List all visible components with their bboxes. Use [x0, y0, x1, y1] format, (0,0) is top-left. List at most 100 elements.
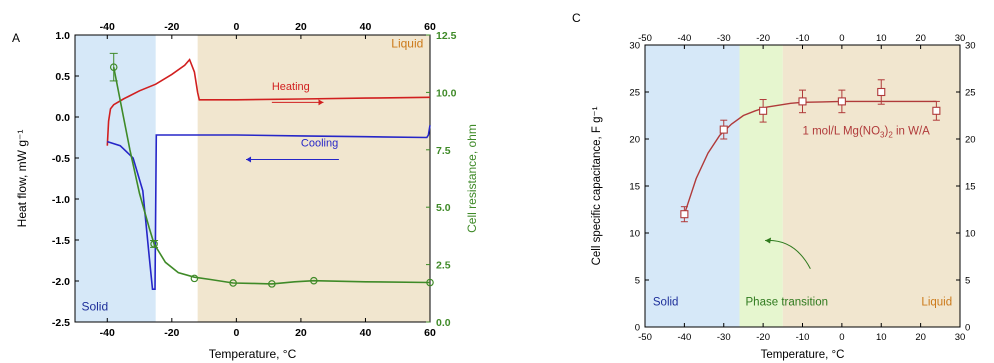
resistance-point — [229, 279, 237, 287]
y2-tick-label: 12.5 — [436, 30, 457, 42]
y-tick-label: -2.0 — [52, 276, 70, 288]
region-solid-band — [645, 45, 740, 327]
x-tick-label: -20 — [164, 327, 179, 339]
y2-axis-label: Cell resistance, ohm — [465, 124, 479, 233]
x-tick-label: 10 — [876, 332, 887, 343]
resistance-point — [310, 276, 318, 285]
capacitance-point — [837, 97, 846, 106]
y2-tick-label: 0.0 — [436, 317, 451, 329]
capacitance-point — [680, 210, 689, 219]
y-tick-label: -0.5 — [52, 153, 70, 165]
plot-frame — [74, 34, 431, 323]
x-top-tick-label: -50 — [638, 33, 652, 44]
resistance-point — [190, 274, 199, 283]
electrolyte-annotation: 1 mol/L Mg(NO3)2 in W/A — [803, 125, 931, 139]
x-top-tick-label: -10 — [796, 33, 810, 44]
x-tick-label: 20 — [915, 332, 926, 343]
region-liquid-band — [197, 35, 430, 322]
solid-label: Solid — [81, 300, 108, 314]
x-tick-label: 30 — [955, 332, 966, 343]
x-tick-label: 0 — [839, 332, 844, 343]
y-right-tick-label: 0 — [965, 323, 970, 334]
x-tick-label: -50 — [638, 332, 652, 343]
heating-annotation: Heating — [272, 81, 310, 93]
x-tick-label: -10 — [796, 332, 810, 343]
y-tick-label: 0 — [635, 323, 640, 334]
electrolyte-subscript-1: 3 — [880, 130, 885, 139]
x-top-tick-label: -20 — [756, 33, 770, 44]
y2-tick-label: 7.5 — [436, 145, 451, 157]
x-top-tick-label: 20 — [915, 33, 926, 44]
electrolyte-text-tail: in W/A — [893, 125, 930, 137]
cooling-annotation: Cooling — [301, 138, 338, 150]
x-tick-label: -30 — [717, 332, 731, 343]
series-heating-line — [106, 58, 431, 146]
y-right-tick-label: 20 — [965, 135, 976, 146]
panel-c: -50-50-40-40-30-30-20-20-10-100010102020… — [572, 11, 976, 361]
region-liquid-band — [782, 45, 960, 327]
y-tick-label: 0.0 — [55, 112, 70, 124]
y-tick-label: 0.5 — [55, 71, 70, 83]
x-top-tick-label: 0 — [839, 33, 844, 44]
y-tick-label: 15 — [629, 182, 640, 193]
y-tick-label: 10 — [629, 229, 640, 240]
resistance-point — [150, 240, 158, 248]
y-tick-label: 20 — [629, 135, 640, 146]
x-top-tick-label: 10 — [876, 33, 887, 44]
resistance-point — [426, 278, 434, 287]
x-tick-label: 20 — [295, 327, 307, 339]
x-tick-label: -20 — [756, 332, 770, 343]
cooling-arrow-head — [246, 156, 252, 163]
y-tick-label: 1.0 — [55, 30, 70, 42]
electrolyte-subscript-2: 2 — [888, 130, 893, 139]
y2-tick-label: 5.0 — [436, 202, 451, 214]
x-axis-label: Temperature, °C — [209, 347, 297, 361]
series-resistance-line — [112, 66, 431, 285]
liquid-label: Liquid — [921, 296, 952, 308]
x-tick-label: 60 — [424, 327, 436, 339]
y-axis-label: Heat flow, mW g⁻¹ — [15, 130, 29, 228]
x-axis-label: Temperature, °C — [761, 349, 845, 361]
solid-label: Solid — [653, 296, 679, 308]
phase-transition-label: Phase transition — [746, 296, 828, 308]
y-right-tick-label: 30 — [965, 41, 976, 52]
x-top-tick-label: 0 — [233, 21, 239, 33]
electrolyte-text-paren: ) — [885, 125, 889, 137]
phase-transition-arrow-head — [765, 237, 772, 244]
x-tick-label: -40 — [100, 327, 115, 339]
liquid-label: Liquid — [391, 36, 423, 50]
x-top-tick-label: 20 — [295, 21, 307, 33]
y-right-tick-label: 10 — [965, 229, 976, 240]
y-axis-label: Cell specific capacitance, F g⁻¹ — [591, 106, 603, 265]
x-tick-label: -40 — [678, 332, 692, 343]
capacitance-point — [759, 106, 768, 115]
panel-label: C — [572, 11, 581, 25]
y-tick-label: -2.5 — [52, 317, 70, 329]
panel-a: -40 -40 -20 -20 0 0 20 20 40 40 60 60 -2.5 -2.0 -1.5 -1… — [12, 21, 479, 361]
x-top-tick-label: -20 — [164, 21, 179, 33]
panel-label: A — [12, 31, 20, 45]
y-right-tick-label: 5 — [965, 276, 970, 287]
y2-tick-label: 2.5 — [436, 260, 451, 272]
capacitance-point — [877, 87, 886, 97]
x-top-tick-label: -40 — [678, 33, 692, 44]
x-top-tick-label: -40 — [100, 21, 115, 33]
electrolyte-text-main: 1 mol/L Mg(NO — [803, 125, 881, 137]
y2-tick-label: 10.0 — [436, 87, 457, 99]
y-tick-label: 5 — [635, 276, 640, 287]
y-tick-label: -1.5 — [52, 235, 70, 247]
resistance-point — [268, 280, 276, 288]
series-cooling-line — [107, 125, 431, 290]
x-tick-label: 40 — [360, 327, 372, 339]
fit-curve — [683, 100, 937, 215]
heating-arrow-head — [318, 99, 324, 106]
y-tick-label: 25 — [629, 88, 640, 99]
x-top-tick-label: 30 — [955, 33, 966, 44]
x-tick-label: 0 — [233, 327, 239, 339]
capacitance-point — [798, 97, 807, 106]
x-top-tick-label: 40 — [360, 21, 372, 33]
y-right-tick-label: 25 — [965, 88, 976, 99]
resistance-point — [109, 63, 118, 71]
capacitance-point — [932, 106, 941, 115]
